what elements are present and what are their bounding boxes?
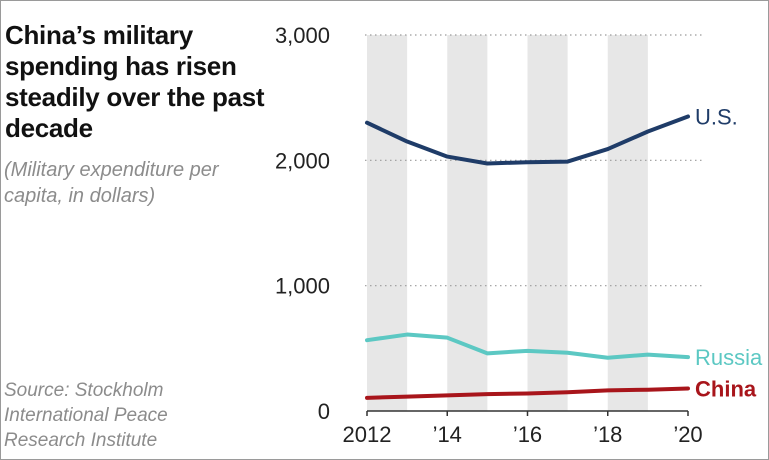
series-label-china: China: [695, 376, 757, 401]
series-line-russia: [365, 332, 690, 360]
y-tick-label: 3,000: [275, 23, 330, 48]
y-tick-label: 0: [318, 399, 330, 424]
x-tick-label: ’16: [513, 422, 542, 447]
shaded-band: [447, 35, 488, 411]
series-line-china: [365, 386, 690, 400]
source-note: Source: Stockholm International Peace Re…: [4, 380, 168, 451]
series-label-us: U.S.: [695, 104, 738, 129]
chart-title: China’s military spending has risen stea…: [5, 20, 265, 143]
x-tick-label: 2012: [343, 422, 392, 447]
y-tick-label: 2,000: [275, 148, 330, 173]
x-tick-label: ’18: [593, 422, 622, 447]
chart-subtitle: (Military expenditure per capita, in dol…: [4, 159, 219, 207]
series-line-us: [365, 114, 690, 166]
shaded-band: [367, 35, 408, 411]
shaded-band: [527, 35, 568, 411]
y-tick-label: 1,000: [275, 274, 330, 299]
series-label-russia: Russia: [695, 345, 763, 370]
x-tick-label: ’20: [673, 422, 702, 447]
shaded-band: [607, 35, 648, 411]
x-tick-label: ’14: [433, 422, 462, 447]
